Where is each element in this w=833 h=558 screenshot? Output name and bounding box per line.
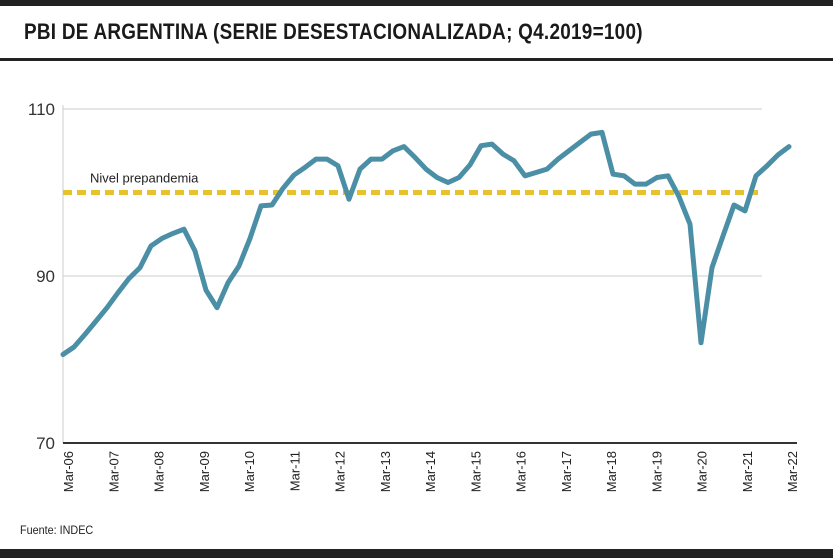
data-point (369, 157, 374, 162)
data-point (435, 175, 440, 180)
data-point (501, 152, 506, 157)
data-point (281, 186, 286, 191)
data-point (754, 173, 759, 178)
data-point (402, 144, 407, 149)
data-point (710, 265, 715, 270)
data-point (138, 265, 143, 270)
title-rule (0, 58, 833, 61)
chart-title: PBI DE ARGENTINA (SERIE DESESTACIONALIZA… (24, 19, 643, 44)
data-point (468, 162, 473, 167)
data-point (567, 148, 572, 153)
x-tick-label: Mar-13 (378, 451, 393, 492)
data-point (171, 231, 176, 236)
data-point (666, 173, 671, 178)
data-point (413, 155, 418, 160)
y-tick-label: 70 (36, 434, 55, 453)
data-point (237, 264, 242, 269)
data-point (424, 167, 429, 172)
data-point (622, 173, 627, 178)
data-point (83, 332, 88, 337)
data-point (358, 167, 363, 172)
data-point (72, 345, 77, 350)
data-point (248, 236, 253, 241)
x-tick-label: Mar-12 (333, 451, 348, 492)
x-tick-label: Mar-19 (649, 451, 664, 492)
data-point (61, 352, 66, 357)
data-point (589, 132, 594, 137)
data-point (303, 165, 308, 170)
data-point (149, 243, 154, 248)
x-tick-label: Mar-14 (423, 451, 438, 492)
data-point (512, 158, 517, 163)
top-rule (0, 0, 833, 6)
data-point (314, 157, 319, 162)
x-tick-label: Mar-20 (695, 451, 710, 492)
x-tick-label: Mar-15 (468, 451, 483, 492)
x-tick-label: Mar-21 (740, 451, 755, 492)
data-point (391, 148, 396, 153)
data-point (765, 163, 770, 168)
data-point (204, 288, 209, 293)
x-tick-label: Mar-22 (785, 451, 800, 492)
data-point (600, 130, 605, 135)
x-tick-label: Mar-18 (604, 451, 619, 492)
data-point (116, 290, 121, 295)
data-point (732, 203, 737, 208)
data-point (259, 203, 264, 208)
data-point (226, 280, 231, 285)
data-point (578, 140, 583, 145)
data-point (160, 236, 165, 241)
data-point (105, 305, 110, 310)
data-point (787, 144, 792, 149)
data-point (380, 157, 385, 162)
data-point (336, 163, 341, 168)
data-point (688, 222, 693, 227)
data-point (721, 233, 726, 238)
data-point (446, 180, 451, 185)
data-point (270, 203, 275, 208)
data-point (699, 340, 704, 345)
data-point (182, 227, 187, 232)
x-tick-label: Mar-09 (197, 451, 212, 492)
data-point (611, 172, 616, 177)
data-point (325, 157, 330, 162)
x-tick-label: Mar-06 (61, 451, 76, 492)
data-point (292, 173, 297, 178)
x-tick-label: Mar-17 (559, 451, 574, 492)
data-point (776, 152, 781, 157)
data-point (556, 157, 561, 162)
line-chart: 70 90 110 Mar-06 Mar-07 Mar-08 Mar-09 Mar-10 Mar… (28, 100, 800, 492)
data-point (490, 142, 495, 147)
data-point (644, 182, 649, 187)
y-tick-label: 110 (28, 100, 55, 119)
data-point (215, 305, 220, 310)
x-tick-label: Mar-16 (514, 451, 529, 492)
data-point (743, 208, 748, 213)
x-tick-label: Mar-07 (106, 451, 121, 492)
data-point (677, 194, 682, 199)
data-point (655, 175, 660, 180)
data-point (127, 276, 132, 281)
bottom-rule (0, 549, 833, 558)
data-point (534, 170, 539, 175)
x-tick-label: Mar-08 (152, 451, 167, 492)
data-point (479, 143, 484, 148)
data-point (457, 175, 462, 180)
x-tick-label: Mar-11 (287, 451, 302, 491)
y-tick-label: 90 (36, 267, 55, 286)
data-point (523, 173, 528, 178)
data-point (347, 197, 352, 202)
series-line (60, 129, 792, 357)
data-point (94, 319, 99, 324)
x-tick-label: Mar-10 (242, 451, 257, 492)
reference-line-label: Nivel prepandemia (90, 171, 199, 186)
data-point (193, 249, 198, 254)
source-note: Fuente: INDEC (20, 523, 94, 537)
data-point (633, 182, 638, 187)
data-point (545, 167, 550, 172)
